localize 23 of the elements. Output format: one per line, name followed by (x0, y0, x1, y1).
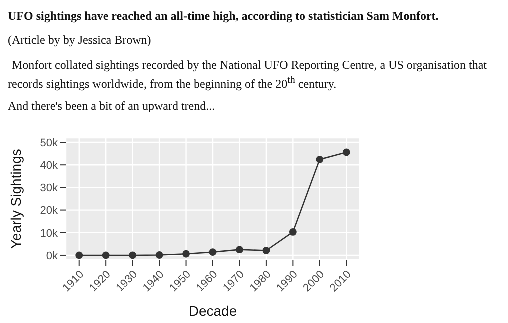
point (342, 148, 350, 156)
point (182, 250, 190, 258)
y-axis-title: Yearly Sightings (8, 149, 24, 249)
point (209, 248, 217, 256)
chart-title: UFO sightings have reached an all-time high, according to statistician Sam Monfort. (8, 9, 439, 24)
y-tick-label: 10k (40, 228, 58, 240)
x-axis-title: Decade (188, 303, 238, 319)
point (316, 156, 324, 164)
y-tick-label: 40k (40, 160, 58, 172)
point (76, 252, 84, 260)
point (129, 252, 137, 260)
y-tick-label: 20k (40, 205, 58, 218)
chart-subtitle: (Article by by Jessica Brown) (8, 33, 152, 48)
y-tick-label: 30k (40, 182, 58, 195)
point (102, 252, 110, 260)
point (236, 246, 244, 254)
text: Monfort collated sightings recorded by the National UFO Reporting Centre, a US organisation that records sightings worldwide, from the beginning of the 20$^{th}$ century. (8, 58, 488, 92)
point (289, 228, 297, 236)
y-tick-label: 0k (46, 250, 58, 262)
point (262, 247, 270, 254)
point (156, 252, 164, 259)
y-tick-label: 50k (40, 137, 58, 150)
text: And there's been a bit of an upward trend... (8, 99, 216, 114)
